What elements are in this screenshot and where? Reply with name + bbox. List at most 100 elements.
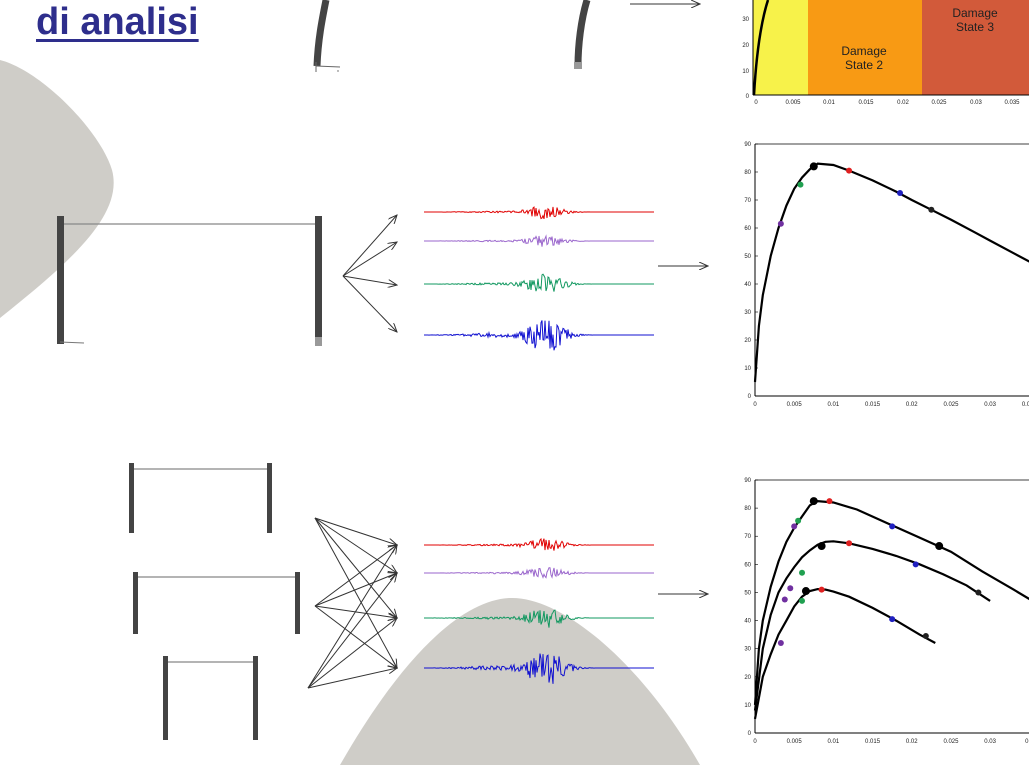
y-tick-label: 20: [744, 338, 751, 344]
signal-trace-blue: [424, 653, 654, 684]
signal-trace-purple: [424, 567, 654, 579]
x-tick-label: 0.01: [828, 402, 840, 408]
damage-marker: [826, 498, 833, 505]
y-tick-label: 10: [744, 366, 751, 372]
cross-arrow: [314, 605, 397, 668]
damage-marker: [817, 542, 826, 551]
ground-motion-signals-middle: [424, 206, 654, 351]
cross-arrow: [314, 517, 397, 573]
top-structure-deformed-left: x: [313, 0, 341, 73]
damage-marker: [777, 220, 784, 227]
multi-frame-structures: [129, 463, 300, 740]
damage-marker: [935, 542, 944, 551]
y-tick-label: 80: [744, 506, 751, 512]
pushover-curve: [753, 540, 991, 711]
signal-trace-red: [424, 206, 654, 220]
y-tick-0: 0: [746, 94, 750, 100]
y-tick-label: 90: [744, 142, 751, 148]
frame-3: [163, 656, 258, 740]
x-tick: 0.01: [823, 100, 835, 106]
decorative-blob-bottom: [340, 597, 700, 765]
x-tick: 0.03: [970, 100, 982, 106]
y-tick-label: 30: [744, 310, 751, 316]
cross-arrow: [314, 517, 397, 545]
ds2-label-line1: Damage: [841, 44, 887, 58]
y-tick-label: 20: [744, 675, 751, 681]
ground-motion-signals-bottom: [424, 537, 654, 684]
damage-marker: [801, 587, 810, 596]
ds2-label-line2: State 2: [845, 58, 883, 72]
x-tick: 0.035: [1004, 100, 1020, 106]
y-tick-label: 30: [744, 647, 751, 653]
damage-marker: [846, 167, 853, 174]
y-tick-label: 50: [744, 254, 751, 260]
x-tick: 0: [754, 100, 758, 106]
damage-marker: [797, 181, 804, 188]
cross-arrow: [314, 517, 397, 668]
x-tick-label: 0.015: [865, 402, 881, 408]
x-tick: 0.025: [931, 100, 947, 106]
damage-marker: [889, 616, 896, 623]
damage-marker: [809, 162, 818, 171]
single-pushover-marks: [753, 162, 1029, 383]
cross-arrow: [314, 573, 397, 607]
multi-pushover-y-ticks: 90 80 70 60 50 40 30 20 10 0: [744, 478, 758, 737]
cross-arrow: [307, 545, 397, 689]
damage-state-curve: [752, 0, 770, 96]
damage-marker: [787, 585, 794, 592]
frame-2: [133, 572, 300, 634]
cross-arrow: [307, 618, 397, 689]
frame-1: [129, 463, 272, 533]
damage-marker: [975, 589, 982, 596]
x-tick-label: 0.015: [865, 739, 881, 745]
damage-marker: [799, 569, 806, 576]
single-pushover-y-ticks: 90 80 70 60 50 40 30 20 10 0: [744, 142, 758, 400]
x-tick-label: 0.03: [984, 402, 996, 408]
cross-arrow: [307, 573, 397, 689]
x-tick-label: 0.005: [787, 739, 803, 745]
y-tick-label: 60: [744, 226, 751, 232]
y-tick-20: 20: [742, 43, 749, 49]
y-tick-label: 40: [744, 619, 751, 625]
x-tick-label: 0.025: [943, 739, 959, 745]
x-tick-label: 0: [753, 739, 757, 745]
damage-marker: [897, 190, 903, 196]
signal-trace-green: [424, 609, 654, 628]
y-tick-label: 90: [744, 478, 751, 484]
damage-marker: [922, 633, 929, 640]
multi-pushover-x-ticks: 0 0.005 0.01 0.015 0.02 0.025 0.03 0.0: [753, 739, 1029, 745]
damage-marker: [799, 597, 806, 604]
damage-marker: [795, 517, 802, 524]
damage-state-2-band: [808, 0, 922, 95]
damage-marker: [781, 596, 788, 603]
decorative-blob-left: [0, 60, 114, 318]
single-pushover-x-ticks: 0 0.005 0.01 0.015 0.02 0.025 0.03 0.035: [753, 402, 1029, 408]
damage-marker: [777, 640, 784, 647]
x-tick-label: 0.025: [943, 402, 959, 408]
damage-state-chart: Damage State 2 Damage State 3 30 20 10 0…: [742, 0, 1029, 106]
top-x-ticks: 0 0.005 0.01 0.015 0.02 0.025 0.03 0.035: [754, 100, 1020, 106]
y-tick-label: 50: [744, 590, 751, 596]
y-tick-label: 40: [744, 282, 751, 288]
y-tick-label: 60: [744, 562, 751, 568]
damage-marker: [809, 497, 818, 506]
ds3-label-line2: State 3: [956, 20, 994, 34]
x-tick: 0.015: [858, 100, 874, 106]
damage-marker: [791, 523, 798, 530]
multi-pushover-marks: [753, 497, 1029, 720]
y-tick-10: 10: [742, 69, 749, 75]
single-frame-fan-arrows: [342, 215, 397, 332]
x-tick: 0.005: [785, 100, 801, 106]
x-tick-label: 0.01: [828, 739, 840, 745]
signal-trace-red: [424, 537, 654, 551]
pushover-curve: [753, 587, 936, 720]
damage-marker: [928, 206, 935, 213]
x-tick-label: 0.0: [1025, 739, 1029, 745]
y-tick-label: 80: [744, 170, 751, 176]
signal-trace-green: [424, 273, 654, 292]
damage-marker: [846, 540, 853, 547]
x-tick-label: 0: [753, 402, 757, 408]
damage-marker: [818, 586, 825, 593]
